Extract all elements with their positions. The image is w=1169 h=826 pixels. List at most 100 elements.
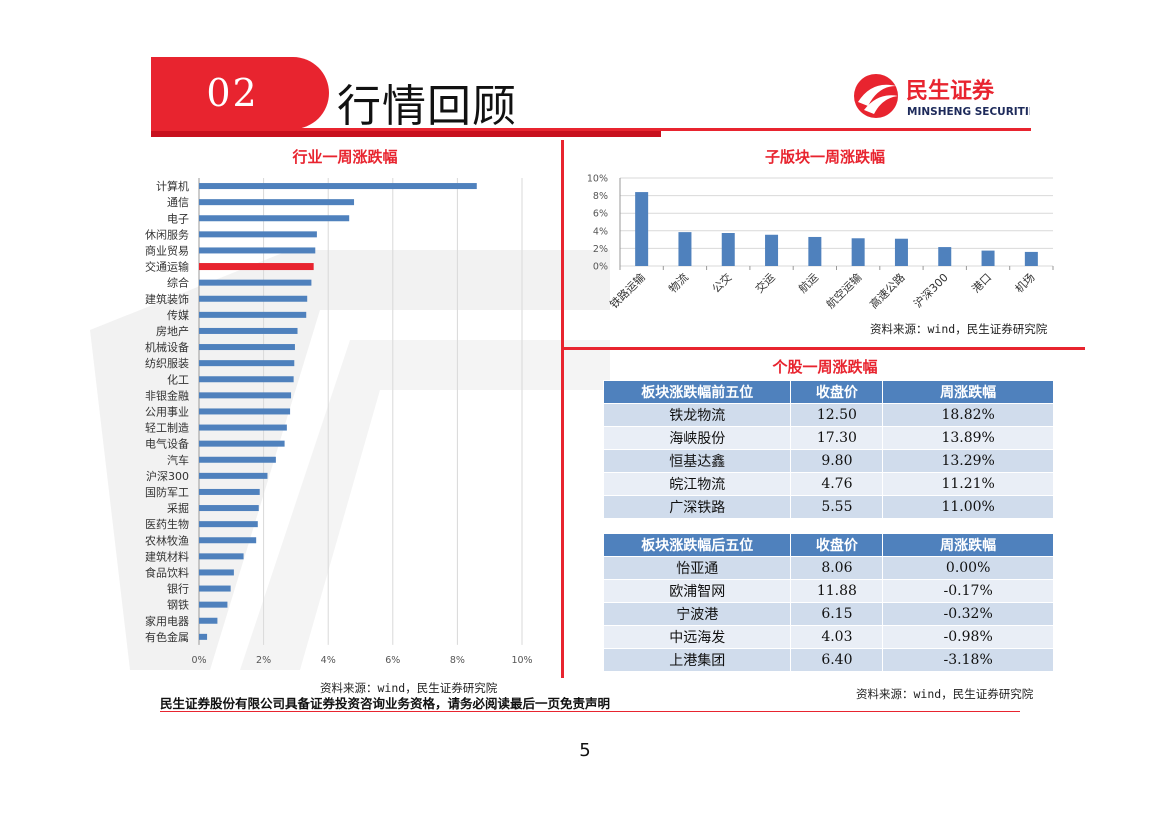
bar <box>199 231 317 238</box>
category-label: 房地产 <box>156 324 189 338</box>
page-number: 5 <box>579 740 591 761</box>
sub-chart-title: 子版块一周涨跌幅 <box>764 148 885 166</box>
column-header: 周涨跌幅 <box>882 380 1054 404</box>
close-price: 4.03 <box>790 625 884 649</box>
category-label: 休闲服务 <box>145 227 189 241</box>
category-label: 农林牧渔 <box>145 533 189 547</box>
bar <box>199 376 294 383</box>
category-label: 公用事业 <box>145 405 189 418</box>
bar <box>721 233 735 266</box>
weekly-change: 18.82% <box>882 403 1054 427</box>
close-price: 11.88 <box>790 579 884 603</box>
category-label: 机械设备 <box>145 340 189 354</box>
weekly-change: -0.32% <box>882 602 1054 626</box>
category-label: 沪深300 <box>146 469 189 483</box>
category-label: 航空运输 <box>823 270 864 311</box>
category-label: 港口 <box>969 271 994 296</box>
bar <box>199 392 292 399</box>
logo-cn: 民生证券 <box>906 78 995 104</box>
category-label: 交运 <box>752 270 777 295</box>
table-row: 广深铁路 5.55 11.00% <box>602 495 1054 519</box>
weekly-change: -3.18% <box>882 648 1054 672</box>
category-label: 物流 <box>666 270 691 295</box>
bar <box>199 537 257 544</box>
bar <box>981 250 995 266</box>
bar <box>199 327 298 334</box>
bar <box>808 236 822 266</box>
bar <box>199 505 259 512</box>
close-price: 12.50 <box>790 403 884 427</box>
table-row: 中远海发 4.03 -0.98% <box>602 625 1054 649</box>
bar <box>199 215 350 222</box>
category-label: 有色金属 <box>145 630 189 644</box>
stock-name: 皖江物流 <box>602 472 792 496</box>
header-divider-accent <box>151 131 661 137</box>
bar <box>199 521 258 528</box>
stock-name: 广深铁路 <box>602 495 792 519</box>
table-row: 恒基达鑫 9.80 13.29% <box>602 449 1054 473</box>
category-label: 机场 <box>1012 270 1037 295</box>
stock-name: 上港集团 <box>602 648 792 672</box>
column-header: 收盘价 <box>790 380 884 404</box>
column-header: 板块涨跌幅前五位 <box>602 380 792 404</box>
bar <box>199 183 477 190</box>
close-price: 6.40 <box>790 648 884 672</box>
bar <box>199 344 295 351</box>
category-label: 高速公路 <box>867 270 908 311</box>
category-label: 计算机 <box>156 179 189 193</box>
bar <box>199 488 260 495</box>
bar <box>938 247 952 266</box>
weekly-change: 13.29% <box>882 449 1054 473</box>
table-row: 皖江物流 4.76 11.21% <box>602 472 1054 496</box>
horizontal-divider <box>561 347 1085 350</box>
y-tick-label: 0% <box>593 262 608 273</box>
bar <box>1024 251 1038 266</box>
category-label: 建筑材料 <box>145 549 189 563</box>
column-header: 板块涨跌幅后五位 <box>602 533 792 557</box>
industry-bar-chart: 0% 2% 4% 6% 8% 10% 计算机通信电子休闲服务商业贸易交通运输综合建筑装饰传媒… <box>145 178 533 666</box>
y-tick-label: 8% <box>593 191 608 202</box>
y-tick-label: 10% <box>587 174 608 185</box>
bar <box>199 585 231 592</box>
category-label: 航运 <box>796 270 821 295</box>
category-label: 食品饮料 <box>145 565 189 579</box>
bar <box>199 617 218 624</box>
sub-sector-bar-chart: 0% 2% 4% 6% 8% 10% 铁路运输 物流 公交 交运 航运 航空运输 高速公路 沪深300 港口… <box>587 174 1054 311</box>
category-label: 交通运输 <box>145 260 189 274</box>
x-tick-label: 0% <box>191 655 206 666</box>
x-tick-label: 8% <box>450 655 465 666</box>
category-label: 钢铁 <box>167 599 189 612</box>
column-header: 收盘价 <box>790 533 884 557</box>
stocks-source: 资料来源：wind，民生证券研究院 <box>856 687 1034 701</box>
category-label: 纺织服装 <box>145 356 189 370</box>
section-tab <box>151 57 329 129</box>
category-label: 电气设备 <box>145 437 189 451</box>
category-label: 家用电器 <box>145 614 189 628</box>
bar <box>199 408 291 415</box>
category-label: 通信 <box>167 196 189 209</box>
bar <box>199 633 208 640</box>
industry-chart-source: 资料来源：wind，民生证券研究院 <box>320 681 498 695</box>
bar <box>199 553 244 560</box>
category-label: 汽车 <box>167 453 189 467</box>
bar <box>635 192 649 266</box>
stock-name: 海峡股份 <box>602 426 792 450</box>
weekly-change: -0.98% <box>882 625 1054 649</box>
table-row: 欧浦智网 11.88 -0.17% <box>602 579 1054 603</box>
category-label: 化工 <box>167 372 189 386</box>
bar <box>199 360 295 367</box>
bar <box>199 472 268 479</box>
bar <box>199 295 308 302</box>
sub-chart-source: 资料来源：wind，民生证券研究院 <box>870 322 1048 336</box>
x-tick-label: 6% <box>385 655 400 666</box>
bar <box>199 247 316 254</box>
bar <box>199 569 234 576</box>
weekly-change: -0.17% <box>882 579 1054 603</box>
bar <box>199 279 312 286</box>
bar <box>199 456 276 463</box>
close-price: 9.80 <box>790 449 884 473</box>
weekly-change: 0.00% <box>882 556 1054 580</box>
category-label: 沪深300 <box>911 270 951 310</box>
stock-name: 怡亚通 <box>602 556 792 580</box>
stock-name: 中远海发 <box>602 625 792 649</box>
